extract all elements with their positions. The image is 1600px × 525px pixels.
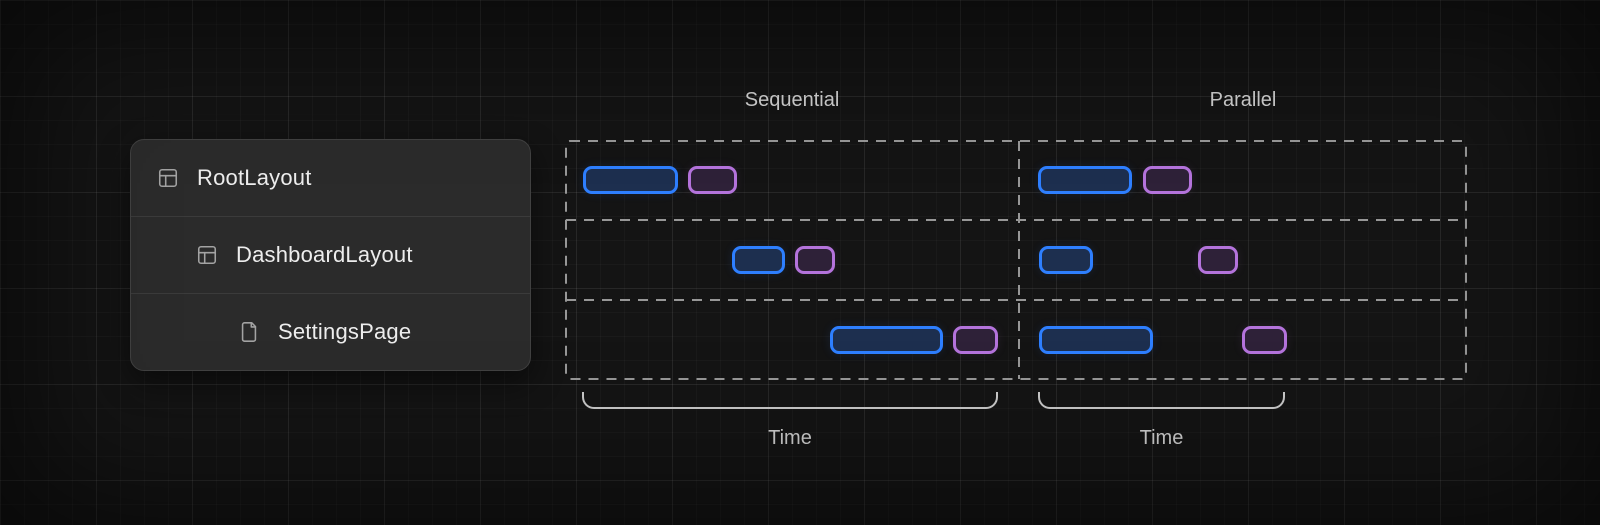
time-axis-label: Time (1139, 427, 1184, 449)
time-bracket (1038, 392, 1285, 409)
tree-item-label: RootLayout (197, 165, 312, 190)
time-axis-label: Time (768, 427, 812, 449)
layout-icon (197, 245, 217, 265)
purple-duration-bar (1143, 166, 1192, 194)
layout-icon (158, 168, 178, 188)
timeline-diagram: Sequential Time Parallel Time (565, 89, 1467, 449)
tree-item-label: SettingsPage (278, 319, 412, 344)
tree-item-label: DashboardLayout (236, 242, 413, 267)
tree-item-settingspage: SettingsPage (131, 293, 530, 370)
blue-duration-bar (1038, 166, 1132, 194)
purple-duration-bar (953, 326, 998, 354)
blue-duration-bar (830, 326, 943, 354)
dashed-grid (565, 140, 1467, 380)
tree-item-rootlayout: RootLayout (131, 140, 530, 216)
column-title-parallel: Parallel (1209, 89, 1277, 111)
tree-item-dashboardlayout: DashboardLayout (131, 216, 530, 293)
timeline-column-sequential: Sequential Time (565, 89, 1019, 449)
blue-duration-bar (583, 166, 678, 194)
purple-duration-bar (795, 246, 835, 274)
purple-duration-bar (688, 166, 737, 194)
time-bracket (582, 392, 998, 409)
purple-duration-bar (1198, 246, 1238, 274)
file-icon (241, 322, 257, 342)
blue-duration-bar (1039, 326, 1153, 354)
component-tree-panel: RootLayout DashboardLayout SettingsPage (130, 139, 531, 371)
blue-duration-bar (1039, 246, 1093, 274)
column-title-sequential: Sequential (744, 89, 840, 111)
blue-duration-bar (732, 246, 785, 274)
timeline-column-parallel: Parallel Time (1019, 89, 1467, 449)
purple-duration-bar (1242, 326, 1287, 354)
